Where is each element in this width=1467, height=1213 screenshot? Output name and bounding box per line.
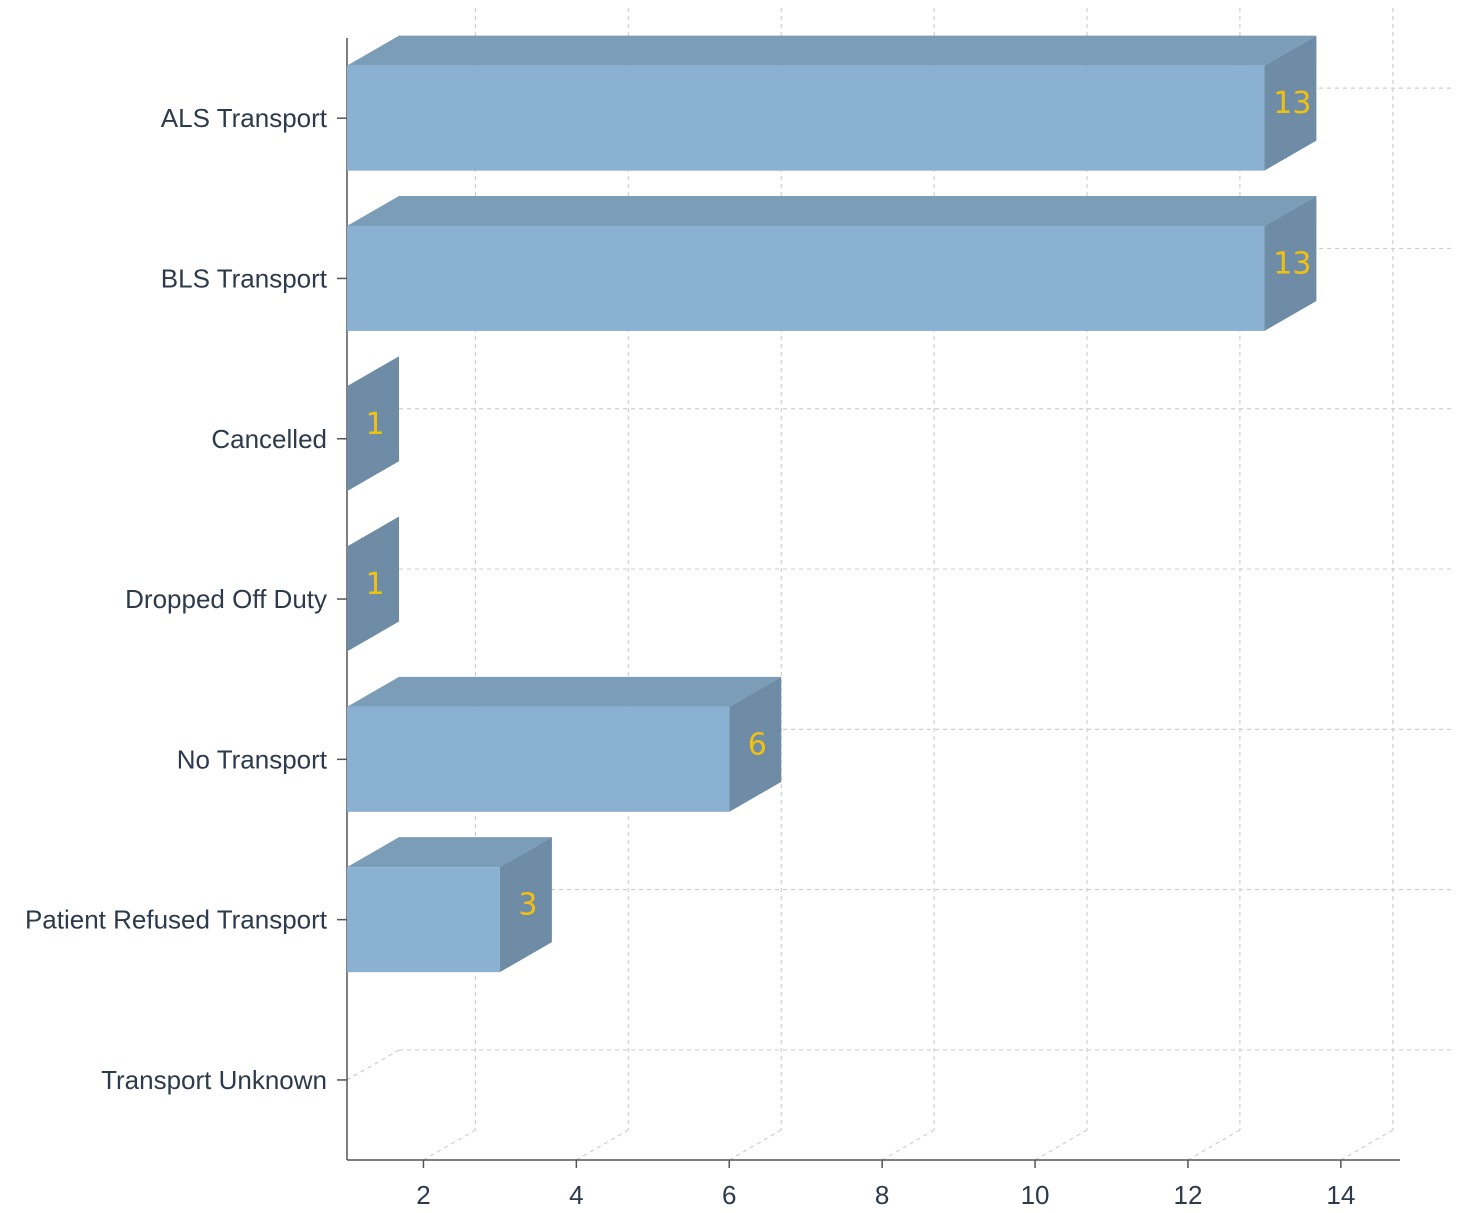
bar-front-face bbox=[347, 867, 500, 973]
category-label: Dropped Off Duty bbox=[125, 584, 327, 614]
bar-front-face bbox=[347, 65, 1265, 171]
bar-top-face bbox=[347, 35, 1317, 66]
data-label: 1 bbox=[365, 407, 384, 442]
bar-top-face bbox=[347, 195, 1317, 226]
grid-line-depth bbox=[1187, 1129, 1241, 1161]
grid-line-depth bbox=[346, 1049, 400, 1081]
bar bbox=[347, 356, 399, 492]
bar bbox=[347, 195, 1317, 331]
x-tick-label: 14 bbox=[1326, 1180, 1355, 1210]
data-label: 6 bbox=[748, 727, 767, 762]
bar bbox=[347, 35, 1317, 171]
category-label: Patient Refused Transport bbox=[25, 905, 328, 935]
category-label: No Transport bbox=[177, 744, 328, 774]
x-tick-label: 4 bbox=[569, 1180, 583, 1210]
bar-top-face bbox=[347, 837, 552, 868]
grid-line-depth bbox=[576, 1129, 629, 1161]
bar bbox=[347, 837, 552, 973]
x-tick-label: 2 bbox=[416, 1180, 430, 1210]
grid-line-depth bbox=[1034, 1129, 1088, 1161]
bar-top-face bbox=[347, 676, 782, 707]
category-label: Transport Unknown bbox=[101, 1065, 327, 1095]
grid-line-depth bbox=[728, 1129, 782, 1161]
x-tick-label: 10 bbox=[1021, 1180, 1050, 1210]
data-label: 1 bbox=[365, 567, 384, 602]
bar-front-face bbox=[347, 225, 1265, 331]
x-tick-label: 8 bbox=[875, 1180, 889, 1210]
bar-side-face bbox=[347, 356, 399, 492]
category-label: ALS Transport bbox=[161, 103, 328, 133]
x-tick-label: 6 bbox=[722, 1180, 736, 1210]
category-label: Cancelled bbox=[211, 424, 327, 454]
x-tick-label: 12 bbox=[1173, 1180, 1202, 1210]
data-label: 3 bbox=[518, 888, 537, 923]
bar-side-face bbox=[347, 516, 399, 652]
grid-line-depth bbox=[423, 1129, 476, 1161]
category-label: BLS Transport bbox=[161, 263, 328, 293]
grid-line-depth bbox=[881, 1129, 935, 1161]
bar-side-face bbox=[1264, 195, 1317, 331]
bar-side-face bbox=[1264, 35, 1317, 171]
bar-side-face bbox=[499, 837, 552, 973]
grid-line-depth bbox=[1340, 1129, 1394, 1161]
bar bbox=[347, 676, 782, 812]
bar-side-face bbox=[729, 676, 782, 812]
grid-lines bbox=[346, 8, 1455, 1161]
data-label: 13 bbox=[1273, 86, 1311, 121]
bar-front-face bbox=[347, 706, 730, 812]
data-label: 13 bbox=[1273, 246, 1311, 281]
bar bbox=[347, 516, 399, 652]
bars bbox=[347, 35, 1317, 973]
